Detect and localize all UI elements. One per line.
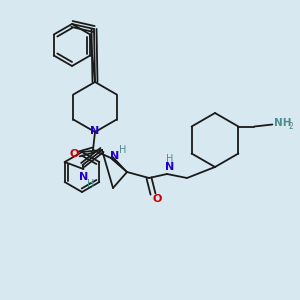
Text: H: H	[166, 154, 174, 164]
Text: 2: 2	[288, 122, 293, 131]
Text: NH: NH	[274, 118, 292, 128]
Text: H: H	[87, 179, 94, 189]
Text: O: O	[152, 194, 162, 204]
Text: N: N	[110, 151, 120, 161]
Text: N: N	[79, 172, 88, 182]
Text: N: N	[90, 126, 100, 136]
Text: N: N	[165, 162, 175, 172]
Text: H: H	[119, 145, 127, 155]
Polygon shape	[112, 157, 127, 172]
Text: O: O	[69, 149, 79, 159]
